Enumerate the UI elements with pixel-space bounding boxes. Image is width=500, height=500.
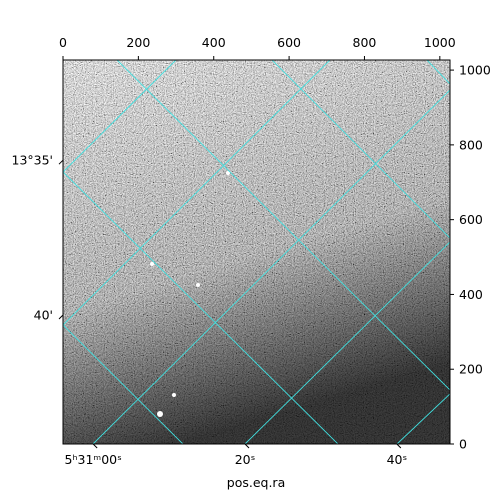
coordinate-grid <box>63 60 450 444</box>
ra-tick-label: 20ˢ <box>235 452 256 467</box>
image <box>63 60 450 444</box>
axes-frame <box>62 59 451 445</box>
dec-tick-label: 13°35' <box>12 153 54 168</box>
x-tick-label: 1000 <box>424 35 456 50</box>
ra-tick-label: 40ˢ <box>387 452 408 467</box>
y-tick-label: 400 <box>459 287 483 302</box>
dec-tick <box>58 314 64 320</box>
ra-tick-label: 5ʰ31ᵐ00ˢ <box>65 452 122 467</box>
dec-tick <box>58 159 64 165</box>
ra-tick <box>92 443 98 449</box>
y-tick-label: 1000 <box>459 63 491 78</box>
y-tick-label: 600 <box>459 212 483 227</box>
x-tick-label: 0 <box>59 35 67 50</box>
y-tick-label: 200 <box>459 362 483 377</box>
x-axis-label: pos.eq.ra <box>227 475 285 490</box>
x-tick-label: 600 <box>277 35 301 50</box>
x-tick-label: 200 <box>126 35 150 50</box>
x-tick-label: 400 <box>202 35 226 50</box>
dec-tick-label: 40' <box>34 308 53 323</box>
ra-tick <box>396 443 402 449</box>
y-tick-label: 0 <box>459 437 467 452</box>
ra-tick <box>244 443 250 449</box>
y-tick-label: 800 <box>459 137 483 152</box>
x-tick-label: 800 <box>353 35 377 50</box>
